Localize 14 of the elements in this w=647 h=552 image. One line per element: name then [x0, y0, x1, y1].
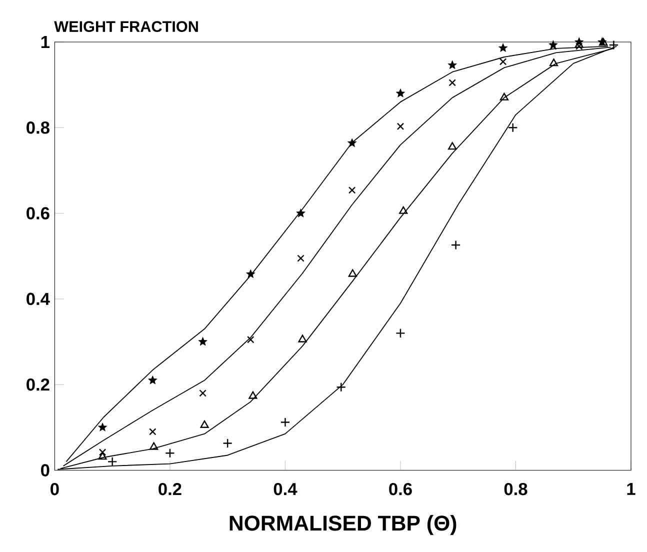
y-tick-label: 0	[41, 464, 50, 476]
y-tick-label: 0.4	[26, 292, 50, 305]
y-tick-label: 0.2	[26, 378, 50, 391]
x-tick-label: 0.2	[158, 482, 182, 496]
y-axis-title: WEIGHT FRACTION	[54, 20, 198, 32]
x-tick-label: 1	[627, 482, 636, 495]
y-tick-label: 1	[41, 36, 50, 48]
x-tick-label: 0.6	[389, 482, 412, 496]
x-tick-label: 0.8	[504, 482, 528, 496]
y-tick-label: 0.6	[26, 207, 50, 220]
y-tick-label: 0.8	[26, 121, 50, 134]
x-tick-label: 0	[50, 482, 59, 496]
x-axis-title: NORMALISED TBP (Θ)	[230, 514, 456, 535]
x-tick-label: 0.4	[274, 482, 298, 496]
